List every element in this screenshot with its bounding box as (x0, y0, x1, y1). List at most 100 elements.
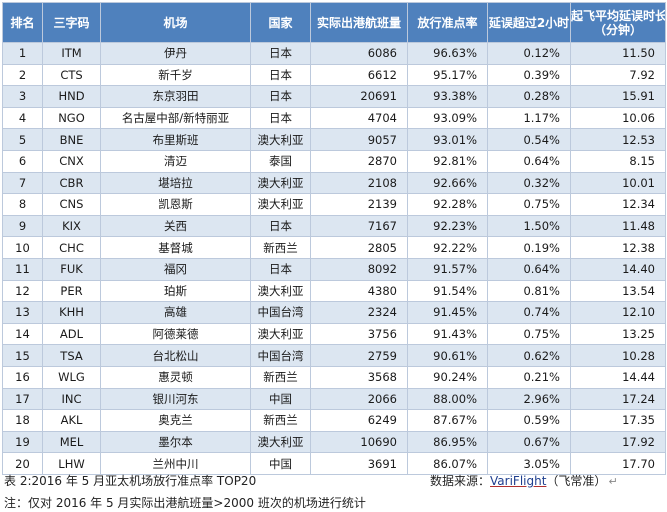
cell-country: 澳大利亚 (250, 193, 311, 216)
cell-rank: 16 (2, 365, 43, 389)
cell-airport: 凯恩斯 (100, 193, 251, 216)
cell-avg-delay: 11.50 (570, 42, 666, 65)
cell-airport: 堪培拉 (100, 171, 251, 195)
cell-country: 新西兰 (250, 409, 311, 432)
cell-ontime: 95.17% (407, 63, 488, 87)
cell-ontime: 86.95% (407, 430, 488, 454)
table-row: 2 CTS 新千岁 日本 6612 95.17% 0.39% 7.92 (2, 63, 666, 87)
cell-flights: 3691 (310, 452, 408, 475)
cell-rank: 9 (2, 214, 43, 238)
cell-ontime: 96.63% (407, 42, 488, 65)
table-row: 9 KIX 关西 日本 7167 92.23% 1.50% 11.48 (2, 214, 666, 238)
table-row: 18 AKL 奥克兰 新西兰 6249 87.67% 0.59% 17.35 (2, 409, 666, 432)
cell-flights: 2805 (310, 236, 408, 259)
table-row: 4 NGO 名古屋中部/新特丽亚 日本 4704 93.09% 1.17% 10.06 (2, 106, 666, 130)
cell-flights: 6612 (310, 63, 408, 87)
cell-country: 日本 (250, 42, 311, 65)
cell-ontime: 92.22% (407, 236, 488, 259)
cell-delay2h: 0.75% (487, 322, 571, 346)
table-row: 1 ITM 伊丹 日本 6086 96.63% 0.12% 11.50 (2, 42, 666, 65)
table-header: 排名 三字码 机场 国家 实际出港航班量 放行准点率 延误超过2小时 起飞平均延… (2, 2, 666, 43)
cell-avg-delay: 13.25 (570, 322, 666, 346)
cell-delay2h: 0.12% (487, 42, 571, 65)
cell-code: INC (42, 387, 101, 411)
header-airport: 机场 (100, 2, 251, 43)
cell-flights: 2324 (310, 301, 408, 324)
airport-ontime-table: 排名 三字码 机场 国家 实际出港航班量 放行准点率 延误超过2小时 起飞平均延… (2, 2, 666, 475)
table-row: 20 LHW 兰州中川 中国 3691 86.07% 3.05% 17.70 (2, 452, 666, 475)
cell-code: PER (42, 279, 101, 303)
cell-rank: 13 (2, 301, 43, 324)
table-caption: 表 2:2016 年 5 月亚太机场放行准点率 TOP20 (4, 474, 257, 488)
cell-airport: 墨尔本 (100, 430, 251, 454)
table-row: 10 CHC 基督城 新西兰 2805 92.22% 0.19% 12.38 (2, 236, 666, 259)
cell-ontime: 92.28% (407, 193, 488, 216)
table-row: 11 FUK 福冈 日本 8092 91.57% 0.64% 14.40 (2, 257, 666, 281)
cell-country: 新西兰 (250, 365, 311, 389)
cell-country: 日本 (250, 63, 311, 87)
cell-rank: 18 (2, 409, 43, 432)
cell-country: 澳大利亚 (250, 322, 311, 346)
cell-code: TSA (42, 344, 101, 367)
cell-ontime: 92.23% (407, 214, 488, 238)
table-body: 1 ITM 伊丹 日本 6086 96.63% 0.12% 11.50 2 CTS 新千岁 日本 661… (2, 42, 666, 475)
cell-flights: 20691 (310, 85, 408, 108)
cell-rank: 7 (2, 171, 43, 195)
cell-flights: 6086 (310, 42, 408, 65)
cell-code: LHW (42, 452, 101, 475)
cell-code: MEL (42, 430, 101, 454)
cell-delay2h: 0.64% (487, 149, 571, 173)
cell-avg-delay: 10.06 (570, 106, 666, 130)
cell-flights: 6249 (310, 409, 408, 432)
header-avg-delay: 起飞平均延误时长 （分钟） (570, 2, 666, 43)
cell-flights: 3756 (310, 322, 408, 346)
cell-delay2h: 0.59% (487, 409, 571, 432)
cell-rank: 20 (2, 452, 43, 475)
source-prefix: 数据来源： (430, 474, 491, 488)
cell-delay2h: 0.74% (487, 301, 571, 324)
cell-delay2h: 0.64% (487, 257, 571, 281)
cell-rank: 4 (2, 106, 43, 130)
cell-flights: 4380 (310, 279, 408, 303)
cell-rank: 1 (2, 42, 43, 65)
header-avg-delay-line1: 起飞平均延误时长 (571, 8, 666, 23)
cell-country: 日本 (250, 85, 311, 108)
cell-country: 澳大利亚 (250, 171, 311, 195)
cell-code: NGO (42, 106, 101, 130)
header-avg-delay-line2: （分钟） (593, 22, 642, 37)
cell-country: 澳大利亚 (250, 128, 311, 151)
cell-delay2h: 0.62% (487, 344, 571, 367)
cell-rank: 12 (2, 279, 43, 303)
cell-avg-delay: 8.15 (570, 149, 666, 173)
cell-delay2h: 0.75% (487, 193, 571, 216)
table-row: 6 CNX 清迈 泰国 2870 92.81% 0.64% 8.15 (2, 149, 666, 173)
table-note: 注：仅对 2016 年 5 月实际出港航班量>2000 班次的机场进行统计 (4, 496, 366, 510)
cell-airport: 东京羽田 (100, 85, 251, 108)
cell-airport: 福冈 (100, 257, 251, 281)
cell-avg-delay: 17.92 (570, 430, 666, 454)
cell-flights: 2108 (310, 171, 408, 195)
cell-avg-delay: 10.28 (570, 344, 666, 367)
cell-ontime: 93.09% (407, 106, 488, 130)
cell-avg-delay: 17.70 (570, 452, 666, 475)
table-row: 13 KHH 高雄 中国台湾 2324 91.45% 0.74% 12.10 (2, 301, 666, 324)
cell-delay2h: 1.17% (487, 106, 571, 130)
table-row: 7 CBR 堪培拉 澳大利亚 2108 92.66% 0.32% 10.01 (2, 171, 666, 195)
cell-avg-delay: 12.10 (570, 301, 666, 324)
cell-rank: 11 (2, 257, 43, 281)
cell-country: 中国台湾 (250, 301, 311, 324)
cell-flights: 2870 (310, 149, 408, 173)
cell-flights: 4704 (310, 106, 408, 130)
cell-airport: 布里斯班 (100, 128, 251, 151)
cell-airport: 名古屋中部/新特丽亚 (100, 106, 251, 130)
table-row: 8 CNS 凯恩斯 澳大利亚 2139 92.28% 0.75% 12.34 (2, 193, 666, 216)
table-row: 3 HND 东京羽田 日本 20691 93.38% 0.28% 15.91 (2, 85, 666, 108)
cell-ontime: 91.54% (407, 279, 488, 303)
cell-airport: 清迈 (100, 149, 251, 173)
cell-avg-delay: 17.35 (570, 409, 666, 432)
header-ontime: 放行准点率 (407, 2, 488, 43)
cell-country: 日本 (250, 257, 311, 281)
cell-ontime: 91.57% (407, 257, 488, 281)
cell-delay2h: 0.21% (487, 365, 571, 389)
cell-delay2h: 0.39% (487, 63, 571, 87)
